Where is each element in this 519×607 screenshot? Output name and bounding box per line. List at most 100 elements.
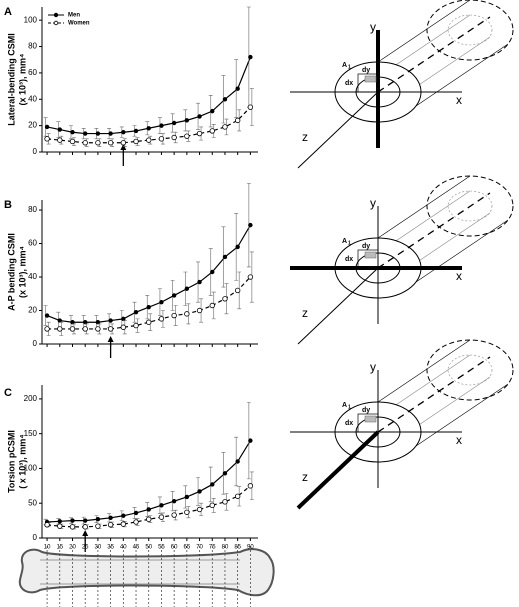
data-point	[196, 307, 203, 314]
data-point	[197, 114, 202, 119]
axis-letter: y	[370, 360, 376, 374]
panel-label: B	[4, 199, 12, 211]
data-point	[248, 222, 253, 228]
y-tick-label: 50	[28, 498, 37, 507]
data-point	[133, 128, 139, 134]
y-tick-label: 200	[24, 394, 38, 403]
far-outer-ellipse	[426, 339, 514, 401]
data-point	[222, 499, 228, 505]
y-axis-label: Lateral-bending CSMI	[6, 33, 16, 126]
data-point	[133, 510, 139, 516]
far-inner-ellipse	[447, 190, 493, 222]
y-tick-label: 100	[24, 464, 38, 473]
data-point	[146, 507, 151, 512]
cylinder-diagram: y x z A 1 dy dx	[290, 0, 514, 169]
center-axis	[377, 356, 491, 433]
cylinder-edge	[377, 0, 471, 63]
area-element	[357, 413, 379, 433]
axis-letter: y	[370, 196, 376, 210]
data-point	[107, 522, 114, 528]
data-point	[247, 104, 254, 110]
y-tick-label: 40	[28, 94, 37, 103]
data-point	[209, 302, 215, 309]
data-point	[184, 494, 190, 500]
data-point	[108, 131, 113, 136]
y-axis-label: (x 10³), mm⁴	[17, 54, 27, 106]
cylinder-edge	[377, 175, 471, 239]
data-point	[235, 459, 240, 464]
data-point	[209, 128, 215, 134]
axis-letter: z	[302, 470, 308, 484]
y-tick-label: 80	[28, 205, 37, 214]
y-tick-label: 100	[24, 15, 38, 24]
data-point	[57, 523, 63, 529]
data-point	[82, 524, 88, 530]
z-axis	[297, 267, 379, 345]
data-point	[184, 509, 190, 515]
axis-letter: z	[302, 130, 308, 144]
data-point	[247, 483, 254, 489]
area-subscript: 1	[348, 404, 351, 410]
series-line	[47, 106, 251, 144]
dx-label: dx	[345, 80, 353, 87]
far-inner-ellipse	[447, 14, 493, 46]
data-point	[171, 134, 177, 141]
center-axis	[377, 192, 491, 269]
arrow-head	[107, 336, 114, 342]
data-point	[82, 320, 88, 325]
data-point	[69, 326, 76, 332]
data-point	[159, 123, 164, 128]
panel-label: A	[4, 6, 12, 18]
y-tick-label: 80	[28, 42, 37, 51]
data-point	[133, 322, 139, 329]
data-point	[235, 244, 240, 250]
data-point	[159, 299, 164, 305]
data-point	[196, 506, 203, 513]
y-tick-label: 0	[33, 339, 38, 348]
y-axis-label: ( x 10³), mm⁴	[17, 434, 27, 488]
y-axis-label: (x 10³), mm⁴	[17, 246, 27, 298]
area-element	[357, 73, 379, 93]
cylinder-diagram: y x z A 1 dy dx	[290, 175, 514, 345]
data-point	[171, 498, 177, 504]
data-point	[247, 274, 254, 280]
dx-label: dx	[345, 256, 353, 263]
y-tick-label: 20	[28, 306, 37, 315]
data-point	[95, 131, 101, 136]
dy-label: dy	[362, 67, 370, 74]
data-point	[69, 524, 76, 530]
far-outer-ellipse	[426, 0, 514, 61]
data-point	[210, 482, 215, 487]
far-inner-ellipse	[447, 354, 493, 386]
data-point	[184, 133, 190, 139]
data-point	[82, 140, 88, 146]
data-point	[107, 140, 114, 146]
data-point	[171, 293, 177, 298]
axis-letter: x	[456, 269, 462, 283]
data-point	[235, 86, 240, 91]
data-point	[57, 326, 63, 332]
data-point	[171, 120, 177, 126]
data-point	[95, 326, 101, 332]
area-label: A	[342, 238, 347, 245]
data-point	[158, 136, 165, 142]
data-point	[69, 138, 76, 145]
y-tick-label: 20	[28, 121, 37, 130]
legend-label: Women	[68, 21, 90, 27]
bone-cortex	[40, 559, 240, 585]
bone-outline	[18, 548, 275, 597]
z-axis	[296, 430, 380, 510]
data-point	[159, 503, 164, 508]
arrow-head	[82, 530, 89, 536]
data-point	[120, 521, 127, 527]
area-subscript: 1	[348, 240, 351, 246]
data-point	[82, 326, 88, 332]
y-tick-label: 40	[28, 272, 37, 281]
data-point	[57, 137, 63, 143]
data-point	[82, 131, 88, 136]
y-tick-label: 0	[33, 147, 38, 156]
dy-label: dy	[362, 243, 370, 250]
data-point	[197, 489, 202, 494]
area-fill	[364, 75, 377, 83]
